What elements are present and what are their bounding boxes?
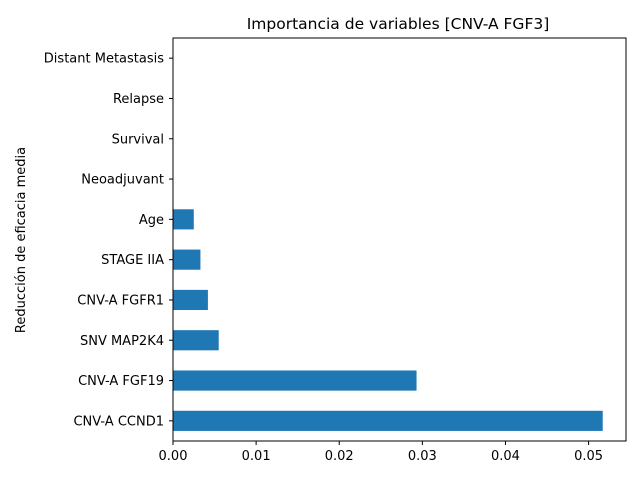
bars-group [173, 209, 603, 431]
chart-title: Importancia de variables [CNV-A FGF3] [247, 15, 550, 33]
bar-cnv-a-fgf19 [173, 370, 417, 391]
y-tick-label: Age [139, 213, 164, 228]
y-tick-label: CNV-A FGF19 [78, 374, 164, 389]
bar-cnv-a-fgfr1 [173, 289, 208, 311]
y-tick-label: Distant Metastasis [44, 52, 164, 67]
y-tick-label: Neoadjuvant [81, 173, 164, 188]
bar-age [173, 209, 194, 230]
x-tick-label: 0.05 [574, 449, 603, 464]
y-axis-label: Reducción de eficacia media [14, 147, 29, 333]
bar-snv-map2k4 [173, 330, 219, 351]
y-tick-label: CNV-A FGFR1 [77, 293, 164, 308]
y-ticks-group: CNV-A CCND1 CNV-A FGF19 SNV MAP2K4 CNV-A FG… [44, 52, 173, 429]
y-tick-label: Survival [112, 132, 164, 147]
y-tick-label: SNV MAP2K4 [80, 334, 164, 349]
x-tick-label: 0.03 [408, 449, 437, 464]
x-ticks-group: 0.00 0.01 0.02 0.03 0.04 0.05 [159, 441, 603, 464]
y-tick-label: CNV-A CCND1 [73, 414, 164, 429]
plot-frame [172, 37, 627, 442]
x-tick-label: 0.04 [491, 449, 520, 464]
x-tick-label: 0.01 [242, 449, 271, 464]
y-tick-label: STAGE IIA [101, 253, 164, 268]
y-tick-label: Relapse [113, 92, 164, 107]
bar-stage-iia [173, 249, 201, 270]
x-tick-label: 0.02 [325, 449, 354, 464]
bar-cnv-a-ccnd1 [173, 410, 603, 431]
x-tick-label: 0.00 [159, 449, 188, 464]
